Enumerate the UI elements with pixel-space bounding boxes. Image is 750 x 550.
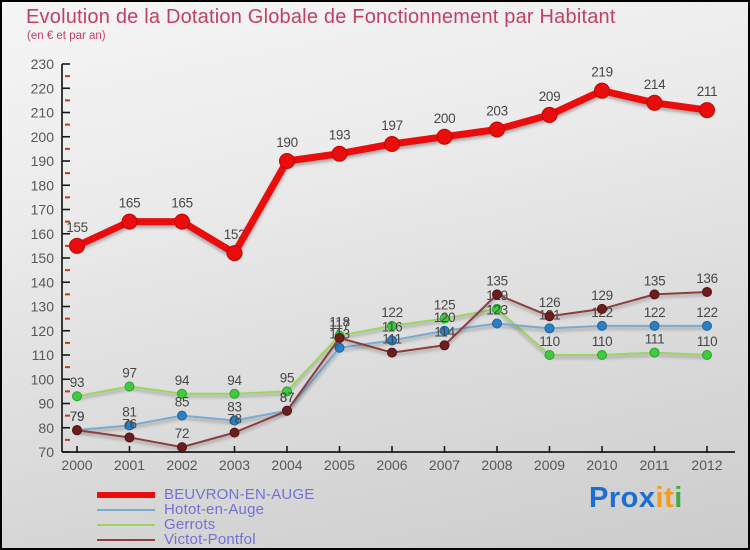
svg-text:2007: 2007 <box>429 457 460 473</box>
svg-text:122: 122 <box>381 305 403 320</box>
svg-text:2001: 2001 <box>114 457 145 473</box>
svg-text:214: 214 <box>644 77 666 92</box>
svg-text:79: 79 <box>70 409 84 424</box>
svg-text:210: 210 <box>31 105 55 121</box>
svg-text:94: 94 <box>175 373 190 388</box>
svg-text:2004: 2004 <box>271 457 302 473</box>
svg-text:79: 79 <box>70 409 84 424</box>
svg-text:2003: 2003 <box>219 457 250 473</box>
svg-text:190: 190 <box>276 135 298 150</box>
svg-text:203: 203 <box>486 103 508 118</box>
legend-item-gerrots: Gerrots <box>97 516 315 533</box>
svg-text:2006: 2006 <box>376 457 407 473</box>
svg-text:83: 83 <box>227 399 241 414</box>
legend-item-hotot: Hotot-en-Auge <box>97 501 315 518</box>
svg-text:140: 140 <box>31 274 55 290</box>
svg-text:230: 230 <box>31 56 55 72</box>
svg-text:97: 97 <box>122 366 136 381</box>
svg-text:135: 135 <box>644 273 666 288</box>
svg-text:72: 72 <box>175 426 189 441</box>
svg-text:110: 110 <box>32 347 55 363</box>
chart-subtitle: (en € et par an) <box>27 30 106 42</box>
svg-text:87: 87 <box>280 390 294 405</box>
svg-text:200: 200 <box>434 111 456 126</box>
logo-segment: i <box>674 482 683 514</box>
svg-text:180: 180 <box>31 177 55 193</box>
svg-text:190: 190 <box>31 153 55 169</box>
svg-text:170: 170 <box>31 202 55 218</box>
legend-swatch-victot <box>97 538 155 541</box>
legend-swatch-hotot <box>97 508 155 511</box>
svg-text:80: 80 <box>38 420 54 436</box>
legend-label: BEUVRON-EN-AUGE <box>164 486 315 503</box>
svg-text:2010: 2010 <box>586 457 617 473</box>
logo-segment: Pro <box>589 482 639 514</box>
svg-text:70: 70 <box>38 444 54 460</box>
svg-text:130: 130 <box>31 299 55 315</box>
svg-text:110: 110 <box>539 334 560 349</box>
svg-text:87: 87 <box>280 390 294 405</box>
svg-text:125: 125 <box>434 298 456 313</box>
svg-text:110: 110 <box>592 334 613 349</box>
legend-swatch-beuvron <box>97 491 155 498</box>
svg-text:122: 122 <box>644 305 666 320</box>
svg-text:118: 118 <box>329 315 350 330</box>
svg-text:197: 197 <box>381 118 403 133</box>
legend-swatch-gerrots <box>97 523 155 526</box>
svg-text:85: 85 <box>175 395 189 410</box>
svg-text:2000: 2000 <box>61 457 92 473</box>
svg-text:2012: 2012 <box>691 457 722 473</box>
svg-text:110: 110 <box>697 334 718 349</box>
svg-text:120: 120 <box>434 310 456 325</box>
svg-text:76: 76 <box>122 416 136 431</box>
svg-text:114: 114 <box>434 324 455 339</box>
legend-label: Victot-Pontfol <box>164 531 256 548</box>
svg-text:136: 136 <box>696 271 718 286</box>
svg-text:200: 200 <box>31 129 55 145</box>
svg-text:78: 78 <box>227 412 241 427</box>
svg-text:95: 95 <box>280 370 294 385</box>
svg-text:116: 116 <box>382 319 403 334</box>
svg-text:2002: 2002 <box>166 457 197 473</box>
legend-item-beuvron: BEUVRON-EN-AUGE <box>97 486 315 503</box>
svg-text:135: 135 <box>486 273 508 288</box>
svg-text:160: 160 <box>31 226 55 242</box>
logo-segment: x <box>638 482 656 514</box>
svg-text:117: 117 <box>329 317 350 332</box>
svg-text:211: 211 <box>697 84 718 99</box>
svg-text:81: 81 <box>122 404 136 419</box>
svg-text:120: 120 <box>31 323 55 339</box>
svg-text:129: 129 <box>591 288 613 303</box>
svg-text:126: 126 <box>539 295 561 310</box>
svg-text:100: 100 <box>31 371 55 387</box>
legend-item-victot: Victot-Pontfol <box>97 531 315 548</box>
svg-text:209: 209 <box>539 89 561 104</box>
svg-text:122: 122 <box>696 305 718 320</box>
proxiti-logo: Proxiti <box>589 482 683 515</box>
svg-text:111: 111 <box>645 332 665 347</box>
svg-text:220: 220 <box>31 80 55 96</box>
svg-text:94: 94 <box>227 373 242 388</box>
svg-text:219: 219 <box>591 65 613 80</box>
svg-text:165: 165 <box>171 196 193 211</box>
svg-text:93: 93 <box>70 375 84 390</box>
svg-text:155: 155 <box>66 220 88 235</box>
chart-title: Evolution de la Dotation Globale de Fonc… <box>26 6 616 28</box>
chart-legend: BEUVRON-EN-AUGE Hotot-en-Auge Gerrots Vi… <box>97 486 315 548</box>
svg-text:123: 123 <box>486 302 508 317</box>
svg-text:193: 193 <box>329 128 351 143</box>
legend-label: Gerrots <box>164 516 216 533</box>
svg-text:150: 150 <box>31 250 55 266</box>
svg-text:2009: 2009 <box>534 457 565 473</box>
svg-text:2005: 2005 <box>324 457 355 473</box>
svg-text:2011: 2011 <box>639 457 669 473</box>
svg-text:111: 111 <box>382 332 402 347</box>
svg-text:2008: 2008 <box>481 457 512 473</box>
svg-text:90: 90 <box>38 396 54 412</box>
logo-segment: it <box>655 482 675 514</box>
legend-label: Hotot-en-Auge <box>164 501 265 518</box>
svg-text:165: 165 <box>119 196 141 211</box>
